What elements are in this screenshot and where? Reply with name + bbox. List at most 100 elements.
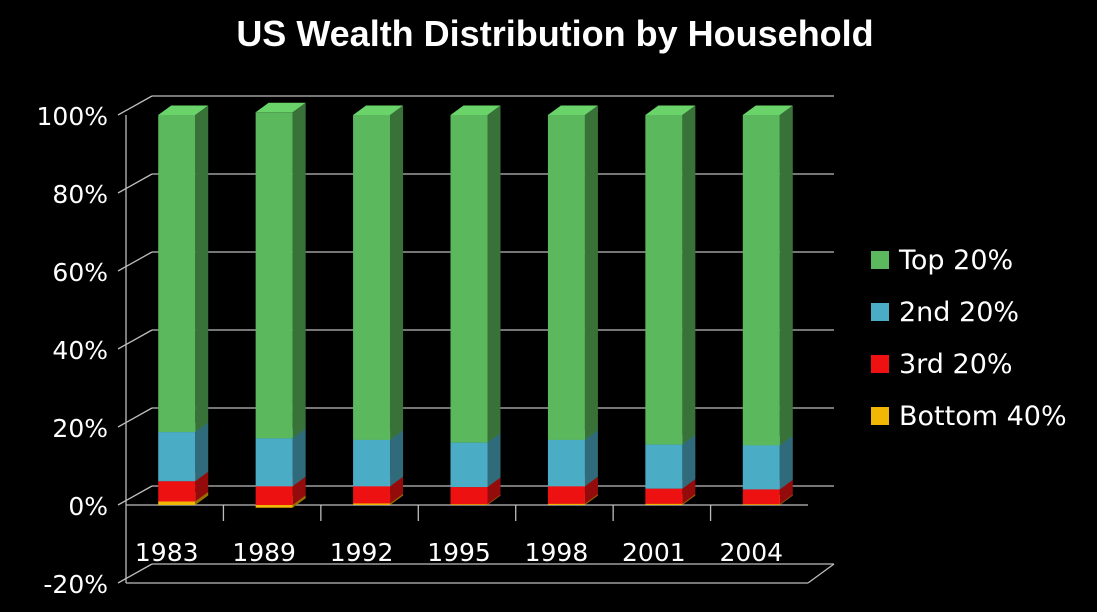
y-tick-label: 20%: [52, 414, 108, 443]
bar-front: [353, 486, 391, 504]
bar-side: [487, 433, 501, 488]
gridline-depth: [117, 251, 153, 272]
bar-front: [645, 488, 683, 504]
legend-item: Top 20%: [871, 245, 1013, 276]
y-tick-label: 100%: [37, 102, 108, 131]
bar-segment: [255, 102, 306, 439]
bar-front: [450, 504, 488, 505]
bar-top: [255, 102, 306, 113]
bar-side: [779, 105, 793, 446]
legend-label: 2nd 20%: [899, 297, 1019, 328]
bar-side: [195, 471, 209, 502]
bar-front: [742, 504, 780, 505]
bar-side: [390, 476, 404, 504]
bar-top: [158, 105, 209, 115]
x-axis: 1983 1989 1992 1995 1998 2001 2004: [135, 538, 783, 567]
bar-segment: [645, 105, 696, 445]
bar-front: [547, 503, 585, 505]
legend-item: 2nd 20%: [871, 297, 1019, 328]
bar-segment: [450, 105, 501, 443]
bar-front: [255, 486, 293, 505]
bar-side: [779, 435, 793, 490]
bar-side: [779, 479, 793, 505]
y-axis: 100% 80% 60% 40% 20% 0% -20%: [37, 102, 835, 599]
bar-front: [158, 501, 196, 505]
bar-side: [584, 494, 598, 505]
bar-front: [450, 442, 488, 488]
bar-front: [645, 503, 683, 505]
y-tick-label: 60%: [52, 258, 108, 287]
x-tick-label: 2004: [719, 538, 783, 567]
bar-front: [645, 444, 683, 489]
gridline-depth: [117, 485, 153, 506]
bar-front: [742, 489, 780, 505]
bar-front: [158, 432, 196, 482]
bar-side: [487, 477, 501, 505]
bar-side: [584, 476, 598, 504]
x-tick-label: 1992: [330, 538, 394, 567]
legend-swatch: [871, 303, 889, 321]
bar-segment: [547, 105, 598, 440]
bar-front: [353, 503, 391, 505]
bar-side: [292, 102, 306, 439]
floor-right-edge: [807, 563, 835, 584]
bar-side: [584, 430, 598, 487]
y-tick-label: 40%: [52, 336, 108, 365]
bar-front: [255, 438, 293, 487]
bar-segment: [158, 105, 209, 433]
bar-side: [390, 105, 404, 440]
bar-front: [450, 487, 488, 505]
gridline-depth: [117, 95, 153, 116]
bar-side: [292, 428, 306, 487]
bars: [158, 102, 793, 508]
bar-front: [158, 115, 196, 433]
bar-side: [292, 495, 306, 508]
bar-top: [547, 105, 598, 115]
bar-side: [390, 493, 404, 505]
gridline-depth: [117, 173, 153, 194]
x-tick-label: 1995: [427, 538, 491, 567]
bar-top: [645, 105, 696, 115]
bar-side: [487, 105, 501, 443]
x-tick-label: 1998: [525, 538, 589, 567]
gridline-depth: [117, 329, 153, 350]
bar-front: [255, 112, 293, 439]
bar-front: [547, 115, 585, 440]
legend-swatch: [871, 251, 889, 269]
bar-front: [547, 439, 585, 487]
bar-front: [255, 505, 293, 508]
legend-swatch: [871, 355, 889, 373]
gridline-depth: [117, 563, 153, 584]
legend: Top 20% 2nd 20% 3rd 20% Bottom 40%: [871, 245, 1067, 432]
bar-front: [158, 481, 196, 502]
legend-label: 3rd 20%: [899, 349, 1013, 380]
bar-side: [390, 430, 404, 487]
bar-top: [353, 105, 404, 115]
bar-side: [195, 422, 209, 482]
bar-side: [682, 494, 696, 505]
bar-side: [584, 105, 598, 440]
bar-top: [450, 105, 501, 115]
bar-side: [195, 105, 209, 433]
bar-front: [353, 439, 391, 487]
bar-front: [742, 445, 780, 490]
legend-swatch: [871, 407, 889, 425]
bar-side: [487, 494, 501, 505]
legend-label: Bottom 40%: [899, 401, 1067, 432]
chart-title: US Wealth Distribution by Household: [236, 13, 873, 54]
bar-segment: [353, 105, 404, 440]
bar-front: [450, 115, 488, 443]
legend-item: 3rd 20%: [871, 349, 1013, 380]
y-tick-label: -20%: [43, 570, 108, 599]
legend-label: Top 20%: [898, 245, 1013, 276]
bar-side: [682, 105, 696, 445]
bar-front: [742, 115, 780, 446]
bar-front: [353, 115, 391, 440]
y-tick-label: 80%: [52, 180, 108, 209]
bar-front: [645, 115, 683, 445]
bar-side: [779, 494, 793, 505]
x-tick-label: 1989: [232, 538, 296, 567]
bar-side: [682, 479, 696, 504]
